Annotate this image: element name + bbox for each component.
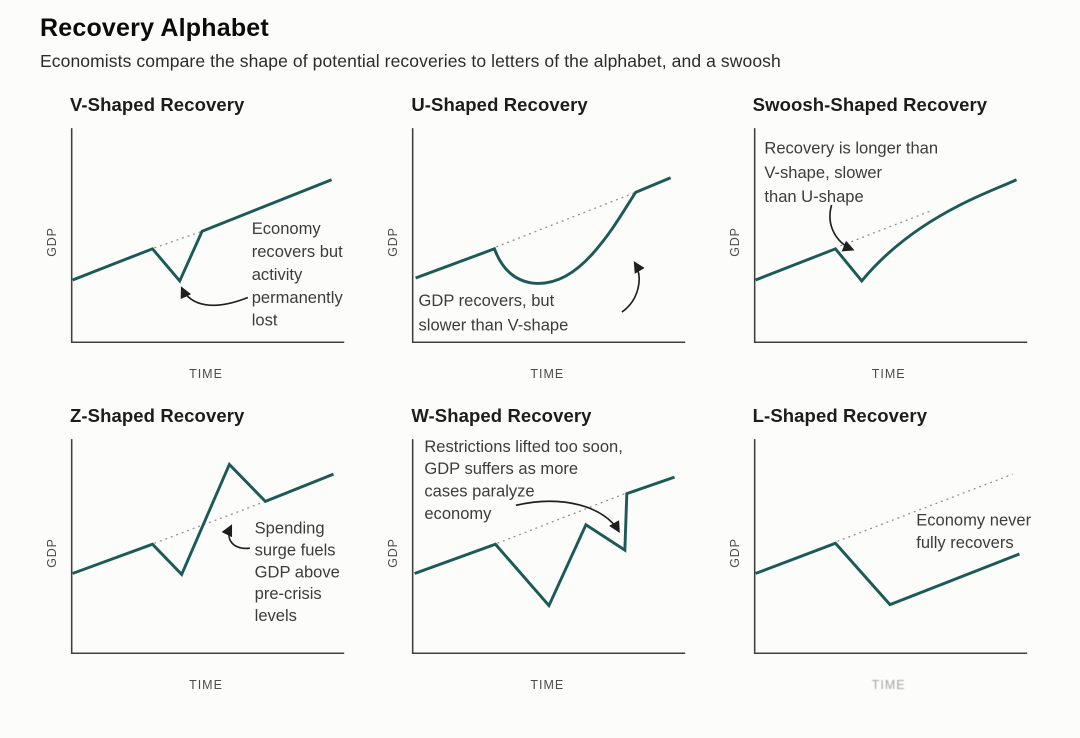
annotation-arrow (515, 500, 621, 534)
gdp-line (754, 541, 1020, 607)
annotation-text: slower than V-shape (419, 316, 569, 335)
annotation-text: GDP above (255, 562, 340, 581)
annotation-arrow (221, 524, 250, 550)
plot-area: Economy never fully recovers (753, 439, 1031, 655)
gdp-line (754, 178, 1017, 284)
plot-row: GDP Spending surge fuels GDP above pre-cris… (44, 431, 373, 675)
y-axis-label: GDP (386, 538, 401, 568)
gdp-line (72, 461, 335, 577)
chart-swoosh-shaped: Swoosh-Shaped Recovery GDP Recovery is l… (727, 94, 1056, 381)
gdp-line (72, 178, 333, 284)
chart-title: W-Shaped Recovery (411, 405, 592, 426)
plot-row: GDP Economy never fully recovers (727, 431, 1056, 675)
y-axis-label: GDP (45, 538, 59, 568)
plot-row: GDP Restrictions lifted too soon, GDP suf… (385, 431, 714, 675)
annotation-arrow (828, 204, 855, 252)
annotation-text: Restrictions lifted too soon, (425, 437, 623, 456)
axes (412, 439, 686, 655)
annotation-text: cases paralyze (425, 482, 535, 501)
pre-crisis-trend-dotted-line (154, 500, 266, 544)
plot-area: Spending surge fuels GDP above pre-crisis le… (70, 439, 345, 655)
chart-title: Z-Shaped Recovery (70, 405, 245, 426)
y-axis-label-box: GDP (385, 120, 401, 364)
axes (70, 128, 345, 344)
axes (70, 439, 345, 655)
annotation-text: economy (425, 504, 493, 523)
y-axis-label: GDP (386, 227, 401, 257)
axes (753, 439, 1027, 655)
plot-area: GDP recovers, but slower than V-shape (412, 128, 686, 344)
annotation-arrow (621, 261, 645, 313)
x-axis-label: TIME (871, 678, 906, 692)
annotation-text: than U-shape (764, 187, 863, 206)
annotation-text: V-shape, slower (764, 163, 882, 182)
annotation-text: levels (255, 606, 297, 625)
y-axis-label-box: GDP (385, 431, 401, 675)
pre-crisis-trend-dotted-line (154, 230, 203, 249)
annotation-text: lost (252, 311, 278, 330)
plot-row: GDP GDP recovers, but slower than V-shape (385, 120, 714, 364)
pre-crisis-trend-dotted-line (839, 210, 931, 247)
header: Recovery Alphabet Economists compare the… (0, 0, 1080, 72)
y-axis-label: GDP (727, 538, 742, 568)
chart-title: L-Shaped Recovery (752, 405, 928, 426)
gdp-line (414, 475, 676, 609)
x-axis-label: TIME (871, 367, 906, 381)
annotation-text: Recovery is longer than (764, 138, 938, 157)
chart-title: Swoosh-Shaped Recovery (752, 94, 988, 115)
chart-w-shaped: W-Shaped Recovery GDP Restrictions lifte… (385, 405, 714, 692)
x-axis-label: TIME (189, 678, 223, 692)
y-axis-label-box: GDP (44, 120, 60, 364)
axes (412, 128, 686, 344)
annotation-text: activity (252, 265, 303, 284)
x-axis-label: TIME (530, 678, 565, 692)
annotation-text: recovers but (252, 242, 343, 261)
gdp-line (415, 176, 672, 285)
annotation-text: surge fuels (255, 540, 336, 559)
chart-l-shaped: L-Shaped Recovery GDP Economy never fully… (727, 405, 1056, 692)
y-axis-label-box: GDP (44, 431, 60, 675)
chart-v-shaped: V-Shaped Recovery GDP Economy recovers bu… (44, 94, 373, 381)
chart-title: U-Shaped Recovery (411, 94, 588, 115)
y-axis-label: GDP (727, 227, 742, 257)
annotation-text: permanently (252, 288, 344, 307)
axes (753, 128, 1027, 344)
chart-z-shaped: Z-Shaped Recovery GDP Spending surge fuel… (44, 405, 373, 692)
y-axis-label-box: GDP (727, 431, 743, 675)
x-axis-label: TIME (189, 367, 223, 381)
pre-crisis-trend-dotted-line (836, 473, 1013, 542)
page-title: Recovery Alphabet (40, 14, 269, 42)
plot-row: GDP Recovery is longer than V-shape, slow… (727, 120, 1056, 364)
annotation-text: fully recovers (916, 533, 1013, 552)
page-subtitle: Economists compare the shape of potentia… (40, 51, 781, 71)
charts-grid: V-Shaped Recovery GDP Economy recovers bu… (44, 94, 1056, 692)
y-axis-label-box: GDP (727, 120, 743, 364)
annotation-text: Spending (255, 519, 325, 538)
chart-u-shaped: U-Shaped Recovery GDP GDP recovers, but s… (385, 94, 714, 381)
plot-area: Recovery is longer than V-shape, slower th… (753, 128, 1027, 344)
plot-row: GDP Economy recovers but activity permanent… (44, 120, 373, 364)
y-axis-label: GDP (45, 227, 59, 257)
annotation-text: pre-crisis (255, 584, 322, 603)
plot-area: Restrictions lifted too soon, GDP suffers… (412, 437, 686, 655)
x-axis-label: TIME (530, 367, 565, 381)
annotation-arrow (180, 286, 249, 307)
pre-crisis-trend-dotted-line (496, 191, 637, 248)
annotation-text: GDP recovers, but (419, 291, 555, 310)
annotation-text: GDP suffers as more (425, 459, 579, 478)
plot-area: Economy recovers but activity permanently lo… (70, 128, 345, 344)
annotation-text: Economy (252, 219, 322, 238)
chart-title: V-Shaped Recovery (70, 94, 245, 115)
annotation-text: Economy never (916, 511, 1031, 530)
